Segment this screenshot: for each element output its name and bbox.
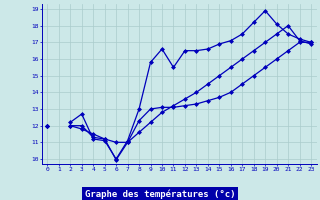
Text: Graphe des températures (°c): Graphe des températures (°c) [85, 189, 235, 199]
